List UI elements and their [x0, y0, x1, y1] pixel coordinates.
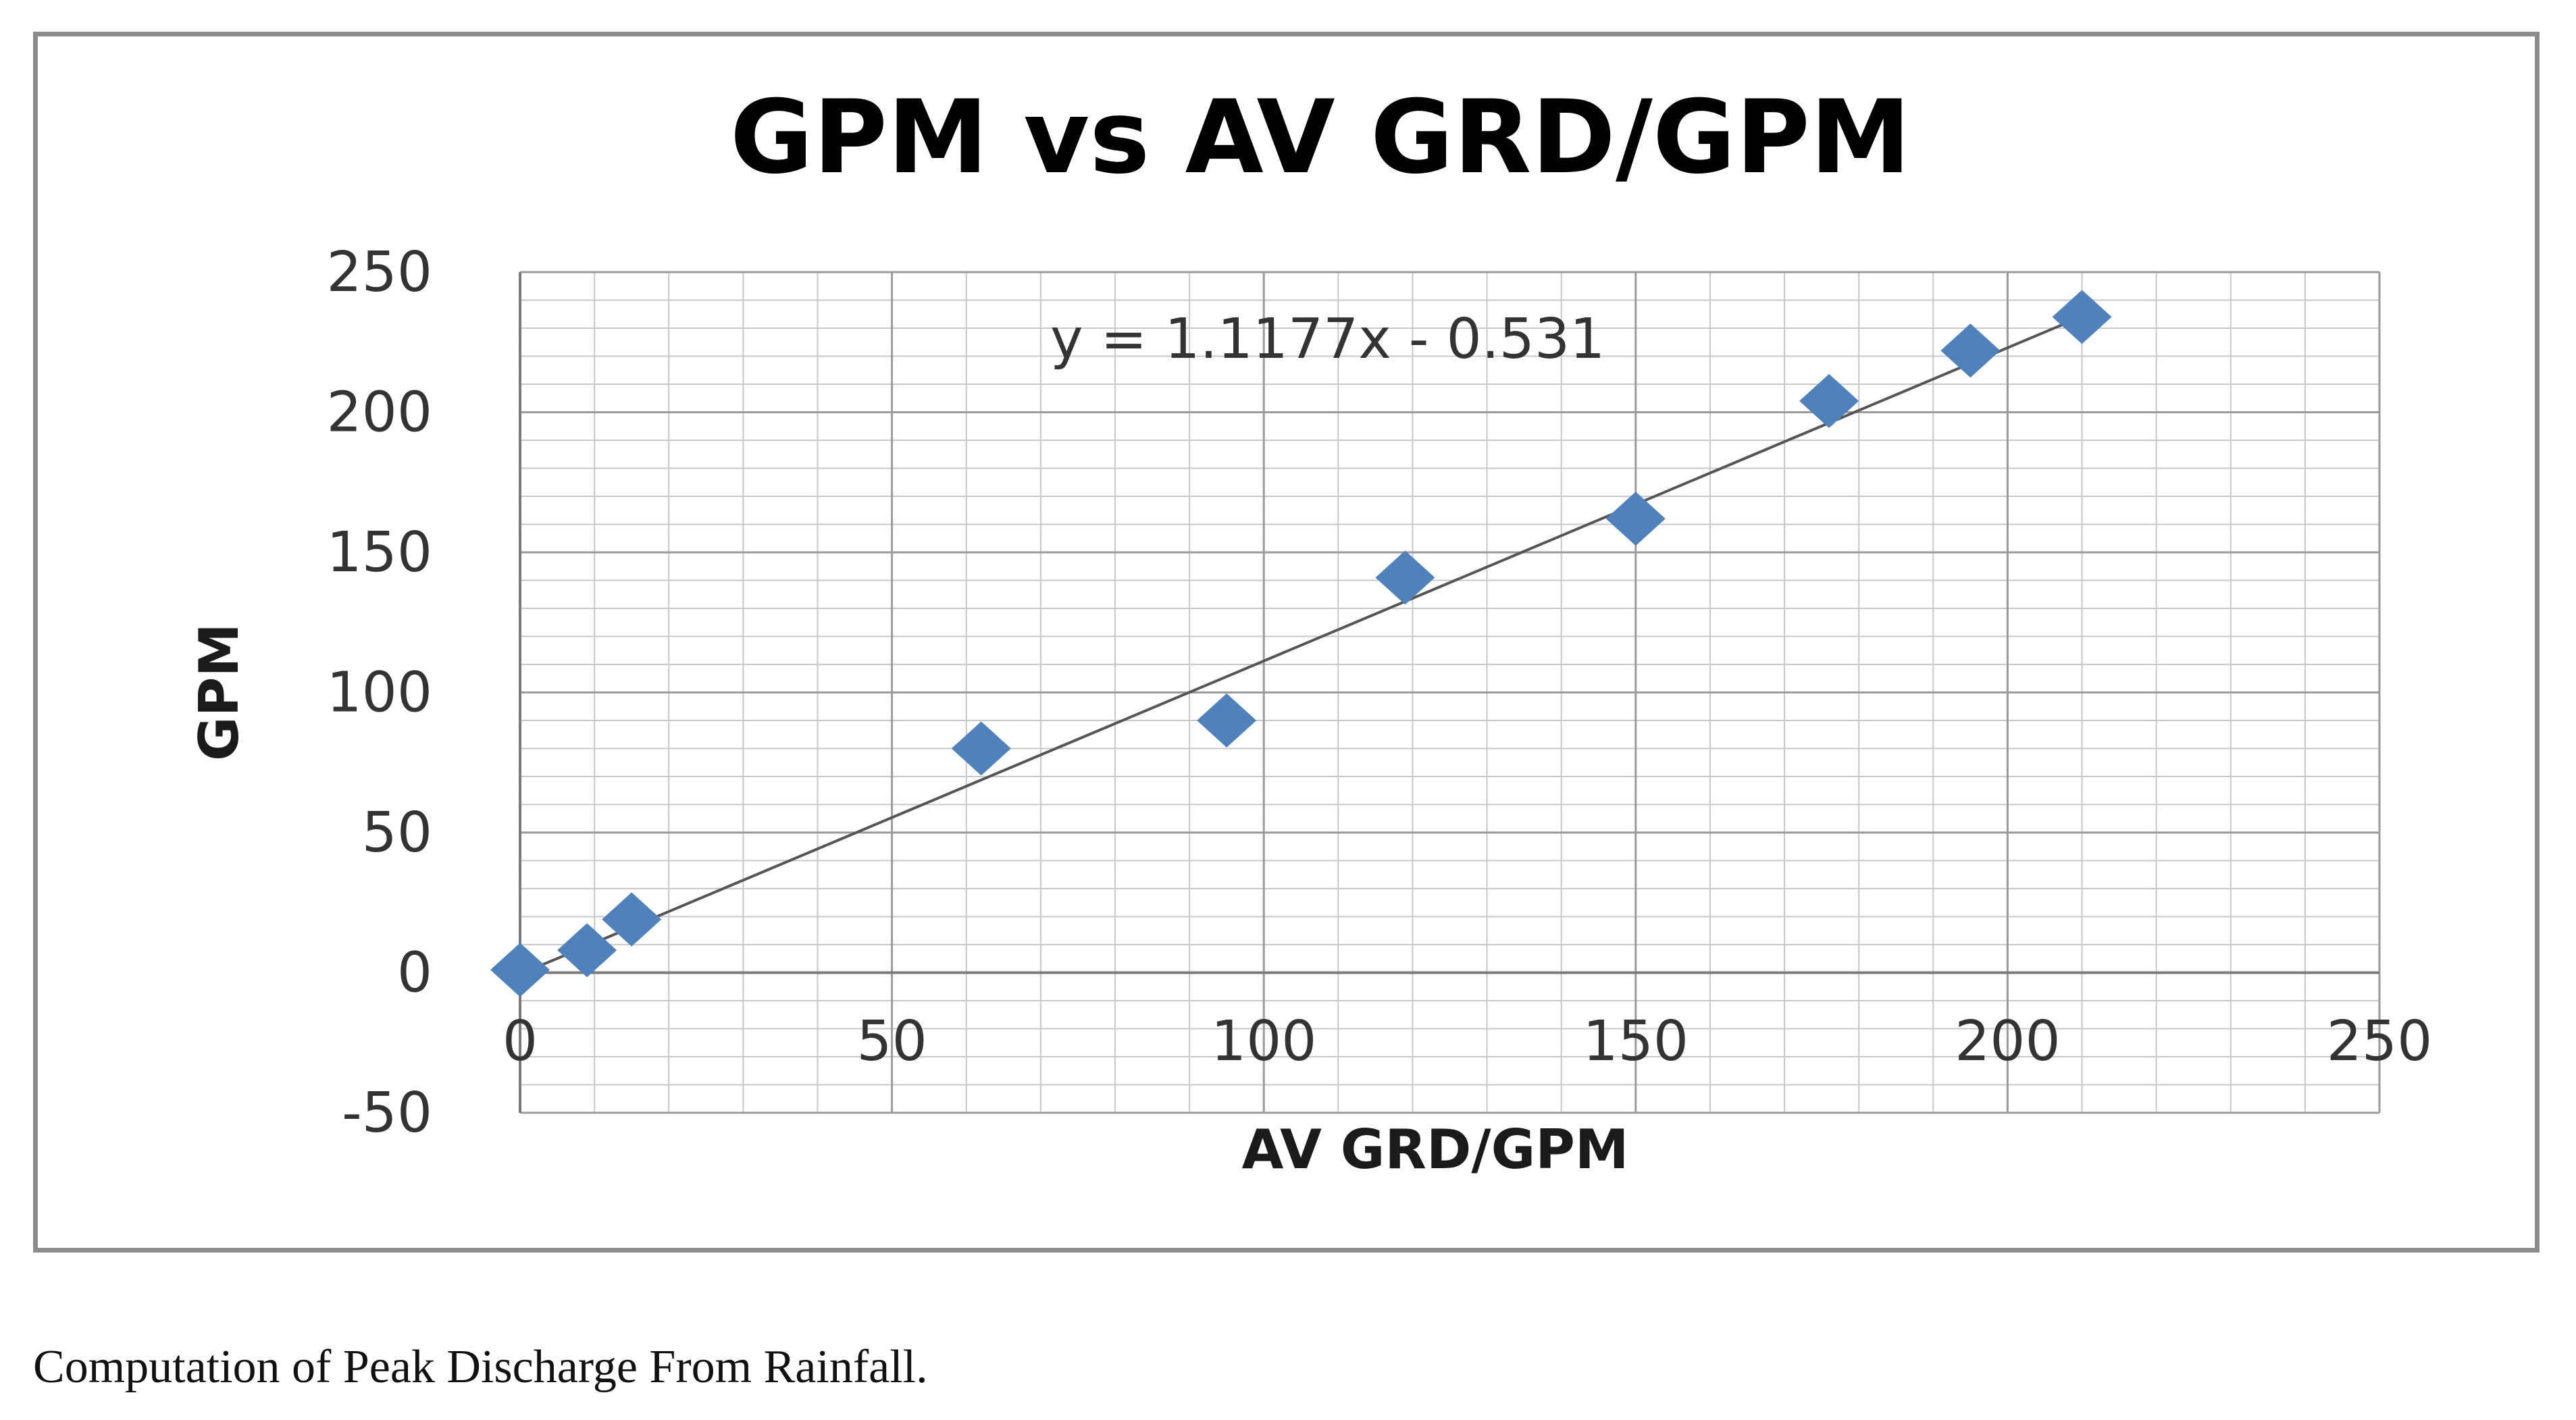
y-axis-label: GPM [188, 623, 251, 761]
x-tick-label: 150 [1583, 1009, 1689, 1074]
y-tick-label: 250 [326, 240, 432, 305]
trendline [519, 309, 2098, 976]
data-points [490, 290, 2112, 997]
data-point [2052, 290, 2112, 344]
y-tick-label: 50 [362, 801, 432, 865]
x-tick-label: 100 [1211, 1009, 1317, 1074]
data-point [1375, 550, 1435, 605]
tick-labels: -50 0 50 100 150 200 250 0 50 100 150 200 250 [326, 240, 2432, 1145]
chart-frame [33, 32, 2540, 1253]
y-tick-label: 100 [326, 661, 432, 725]
data-point [1197, 693, 1257, 747]
y-tick-label: 0 [397, 941, 432, 1005]
data-point [557, 923, 617, 978]
data-point [490, 943, 550, 997]
data-point [1605, 492, 1666, 546]
y-tick-label: 200 [326, 381, 432, 445]
figure-caption: Computation of Peak Discharge From Rainf… [33, 1341, 928, 1393]
x-tick-label: 0 [503, 1009, 538, 1074]
trendline-equation: y = 1.1177x - 0.531 [1050, 307, 1605, 371]
x-tick-label: 50 [856, 1009, 927, 1074]
data-point [602, 892, 662, 947]
y-tick-label: 150 [326, 521, 432, 585]
data-point [951, 721, 1011, 776]
x-tick-label: 200 [1955, 1009, 2061, 1074]
data-point [1799, 373, 1859, 428]
chart-title: GPM vs AV GRD/GPM [730, 79, 1911, 196]
scatter-chart: -50 0 50 100 150 200 250 0 50 100 150 200 250 GPM vs… [188, 79, 2432, 1181]
y-tick-label: -50 [342, 1081, 432, 1145]
data-point [1940, 323, 2001, 378]
x-tick-label: 250 [2327, 1009, 2433, 1074]
x-axis-label: AV GRD/GPM [1241, 1118, 1628, 1181]
grid-lines [519, 271, 2381, 1114]
trendline-layer [519, 309, 2098, 976]
